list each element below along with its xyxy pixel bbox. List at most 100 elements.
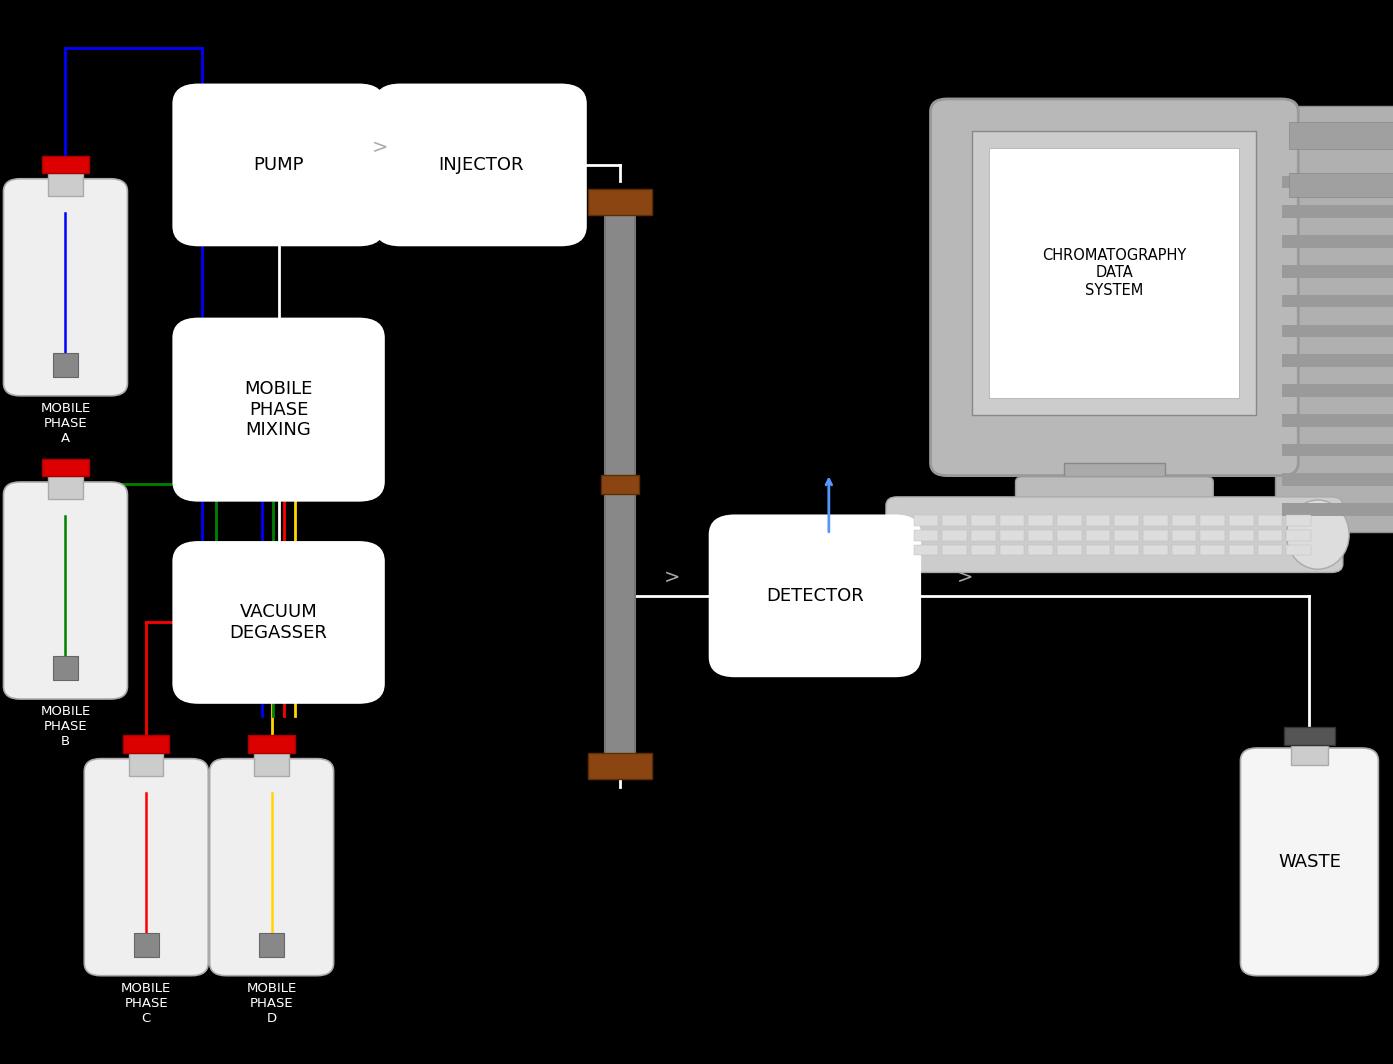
FancyBboxPatch shape — [209, 759, 334, 976]
Text: WASTE: WASTE — [1277, 853, 1341, 870]
Bar — [1201, 545, 1224, 555]
Bar — [1258, 545, 1282, 555]
Bar — [914, 515, 939, 526]
Bar — [1282, 384, 1393, 397]
FancyBboxPatch shape — [174, 543, 384, 703]
Bar — [1057, 530, 1081, 541]
Bar — [1286, 545, 1311, 555]
Bar — [1286, 515, 1311, 526]
FancyBboxPatch shape — [709, 516, 919, 677]
Text: MOBILE
PHASE
B: MOBILE PHASE B — [40, 705, 91, 748]
FancyBboxPatch shape — [84, 759, 209, 976]
Bar — [943, 515, 967, 526]
Bar — [971, 545, 996, 555]
Bar — [1275, 106, 1393, 532]
Bar — [1282, 265, 1393, 278]
Text: DETECTOR: DETECTOR — [766, 587, 864, 604]
FancyBboxPatch shape — [375, 85, 585, 246]
Bar — [259, 933, 284, 957]
Bar — [1028, 545, 1053, 555]
Bar — [943, 530, 967, 541]
Text: INJECTOR: INJECTOR — [437, 156, 524, 173]
Bar — [42, 155, 89, 172]
Bar — [1085, 515, 1110, 526]
Bar — [1144, 530, 1167, 541]
FancyBboxPatch shape — [174, 85, 384, 246]
Bar — [248, 735, 295, 752]
Bar — [1000, 545, 1024, 555]
Bar — [914, 530, 939, 541]
Bar — [1000, 530, 1024, 541]
Bar — [1282, 176, 1393, 188]
Bar — [1057, 515, 1081, 526]
Text: MOBILE
PHASE
MIXING: MOBILE PHASE MIXING — [244, 380, 313, 439]
Bar — [123, 735, 170, 752]
Text: MOBILE
PHASE
A: MOBILE PHASE A — [40, 402, 91, 445]
Bar — [605, 207, 635, 761]
FancyBboxPatch shape — [886, 497, 1343, 572]
Text: >: > — [957, 568, 972, 587]
Bar — [971, 515, 996, 526]
Text: CHROMATOGRAPHY
DATA
SYSTEM: CHROMATOGRAPHY DATA SYSTEM — [1042, 248, 1187, 298]
Bar — [1028, 515, 1053, 526]
Bar — [1201, 530, 1224, 541]
Bar — [1057, 545, 1081, 555]
Bar — [1291, 745, 1328, 765]
Bar — [1282, 325, 1393, 337]
Bar — [1282, 295, 1393, 307]
Bar — [943, 545, 967, 555]
Bar — [1258, 515, 1282, 526]
Bar — [1085, 545, 1110, 555]
Bar — [134, 933, 159, 957]
Bar — [1201, 515, 1224, 526]
Bar — [1229, 530, 1254, 541]
Text: MOBILE
PHASE
C: MOBILE PHASE C — [121, 982, 171, 1025]
Bar — [1284, 727, 1334, 745]
Text: PUMP: PUMP — [254, 156, 304, 173]
Bar — [1289, 122, 1393, 149]
Bar — [1064, 463, 1165, 482]
FancyBboxPatch shape — [1241, 748, 1378, 976]
Bar — [1282, 235, 1393, 248]
Bar — [1282, 414, 1393, 427]
FancyBboxPatch shape — [3, 482, 128, 699]
Bar — [1229, 545, 1254, 555]
FancyBboxPatch shape — [1015, 477, 1213, 511]
Bar — [1282, 503, 1393, 516]
Ellipse shape — [1287, 500, 1348, 569]
Bar — [971, 530, 996, 541]
Bar — [1229, 515, 1254, 526]
Bar — [1282, 473, 1393, 486]
Bar — [1289, 173, 1393, 197]
Text: VACUUM
DEGASSER: VACUUM DEGASSER — [230, 603, 327, 642]
Bar — [42, 459, 89, 476]
Bar — [53, 656, 78, 680]
Bar — [1144, 515, 1167, 526]
Bar — [1282, 205, 1393, 218]
Bar — [1286, 530, 1311, 541]
Text: MOBILE
PHASE
D: MOBILE PHASE D — [247, 982, 297, 1025]
Bar — [1172, 515, 1197, 526]
Bar — [49, 172, 82, 196]
FancyBboxPatch shape — [931, 99, 1298, 476]
Bar — [972, 131, 1256, 415]
Bar — [914, 545, 939, 555]
FancyBboxPatch shape — [174, 319, 384, 501]
Bar — [1114, 515, 1139, 526]
Bar — [1172, 545, 1197, 555]
Bar — [255, 752, 288, 776]
Text: >: > — [372, 137, 387, 156]
Text: >: > — [663, 568, 680, 587]
Bar — [1085, 530, 1110, 541]
FancyBboxPatch shape — [3, 179, 128, 396]
Bar — [1282, 354, 1393, 367]
Bar — [1282, 444, 1393, 456]
Bar — [130, 752, 163, 776]
Bar — [588, 189, 652, 215]
Bar — [1258, 530, 1282, 541]
Bar — [53, 353, 78, 377]
Bar — [49, 476, 82, 499]
Bar — [1114, 530, 1139, 541]
Bar — [600, 475, 639, 494]
Bar — [1000, 515, 1024, 526]
